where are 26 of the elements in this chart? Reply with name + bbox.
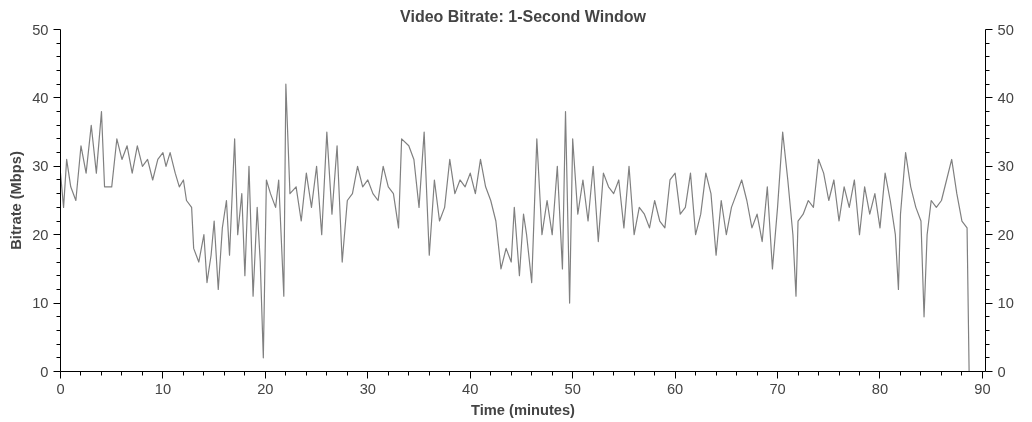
- x-tick-label: 80: [871, 380, 889, 397]
- x-tick-label: 60: [666, 380, 684, 397]
- y2-tick-label: 30: [997, 158, 1014, 175]
- y-tick-label: 40: [32, 89, 49, 106]
- x-axis-title: Time (minutes): [471, 401, 576, 418]
- y-tick-label: 50: [32, 21, 49, 38]
- y2-tick-label: 10: [997, 295, 1014, 312]
- x-tick-label: 50: [564, 380, 581, 397]
- x-tick-label: 40: [462, 380, 479, 397]
- y-tick-label: 10: [32, 295, 49, 312]
- y2-tick-label: 50: [997, 21, 1014, 38]
- y-tick-label: 20: [32, 226, 49, 243]
- y2-tick-label: 40: [997, 89, 1014, 106]
- y2-tick-label: 20: [997, 226, 1014, 243]
- y-tick-label: 30: [32, 158, 49, 175]
- y-axis-title: Bitrate (Mbps): [8, 151, 25, 250]
- y-tick-label: 0: [40, 363, 49, 380]
- y2-tick-label: 0: [997, 363, 1006, 380]
- x-tick-label: 90: [974, 380, 991, 397]
- x-tick-label: 20: [257, 380, 274, 397]
- line-series: [60, 83, 970, 372]
- x-tick-label: 0: [56, 380, 65, 397]
- chart-title: Video Bitrate: 1-Second Window: [400, 7, 647, 25]
- x-tick-label: 10: [154, 380, 172, 397]
- x-tick-label: 70: [769, 380, 786, 397]
- x-tick-label: 30: [359, 380, 376, 397]
